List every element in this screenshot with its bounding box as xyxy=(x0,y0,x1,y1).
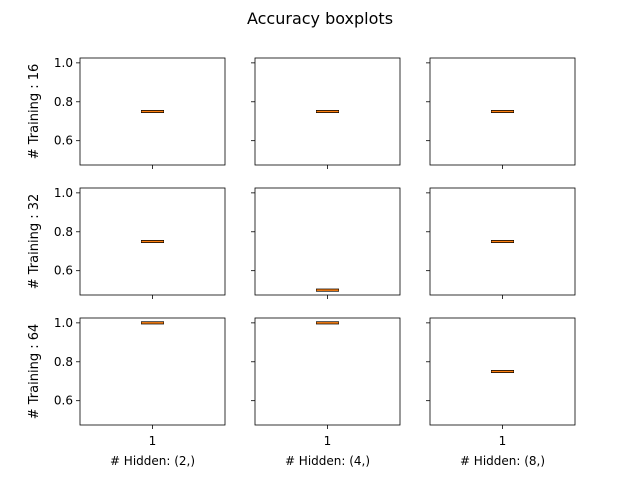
axes-frame xyxy=(254,187,401,296)
y-tick-label: 0.8 xyxy=(54,95,73,109)
row-label: # Training : 32 xyxy=(27,194,42,290)
row-label: # Training : 64 xyxy=(27,324,42,420)
x-tick-label: 1 xyxy=(149,434,157,448)
subplot-r2-c1: 0.6 0.8 1.0 xyxy=(54,186,226,299)
y-tick-label: 0.6 xyxy=(54,134,73,148)
y-tick-label: 0.8 xyxy=(54,225,73,239)
y-tick-label: 0.6 xyxy=(54,394,73,408)
column-label: # Hidden: (4,) xyxy=(285,454,370,468)
axes-frame xyxy=(254,317,401,426)
subplot-r3-c2 xyxy=(251,317,401,429)
subplot-r1-c1: 0.6 0.8 1.0 xyxy=(54,56,226,169)
y-tick-label: 0.6 xyxy=(54,264,73,278)
subplot-r1-c3 xyxy=(426,57,576,169)
x-tick-label: 1 xyxy=(499,434,507,448)
column-label: # Hidden: (8,) xyxy=(460,454,545,468)
subplot-r1-c2 xyxy=(251,57,401,169)
y-tick-label: 0.8 xyxy=(54,355,73,369)
y-tick-label: 1.0 xyxy=(54,186,73,200)
row-label: # Training : 16 xyxy=(27,64,42,160)
x-tick-label: 1 xyxy=(324,434,332,448)
y-tick-label: 1.0 xyxy=(54,56,73,70)
subplot-r2-c2 xyxy=(251,187,401,299)
subplot-r3-c3 xyxy=(426,317,576,429)
y-tick-label: 1.0 xyxy=(54,316,73,330)
chart-title: Accuracy boxplots xyxy=(247,9,393,28)
axes-frame xyxy=(79,317,226,426)
subplot-r3-c1: 0.6 0.8 1.0 xyxy=(54,316,226,429)
subplot-r2-c3 xyxy=(426,187,576,299)
column-label: # Hidden: (2,) xyxy=(110,454,195,468)
